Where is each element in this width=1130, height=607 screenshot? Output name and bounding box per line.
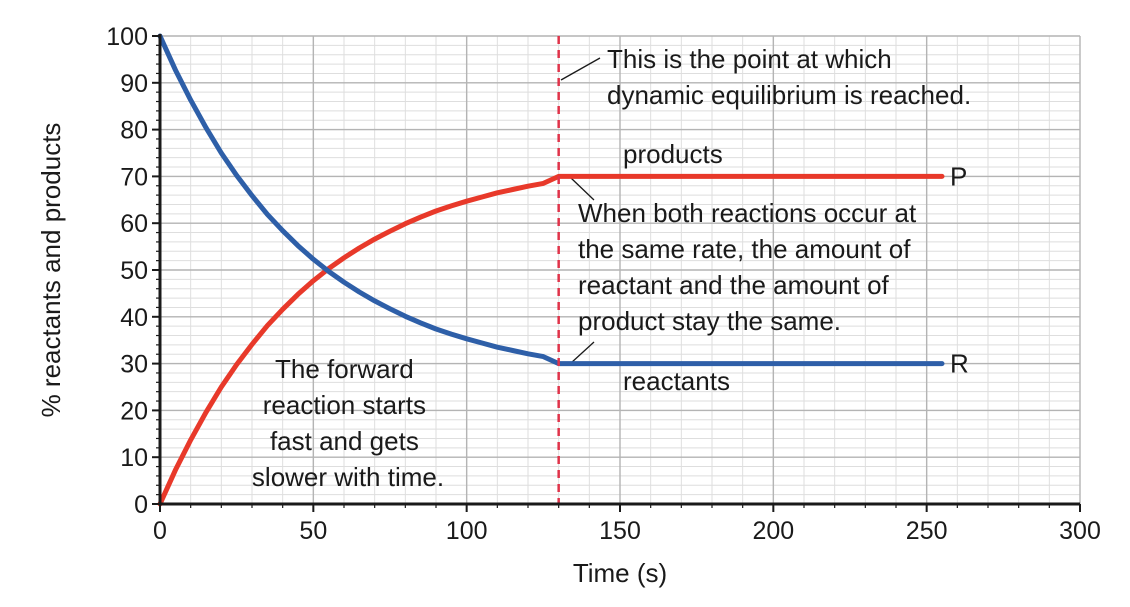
y-tick-label: 0 — [134, 491, 148, 519]
forward-reaction-note-line: slower with time. — [252, 462, 444, 492]
y-tick-label: 20 — [120, 397, 148, 425]
forward-reaction-note-line: fast and gets — [270, 426, 419, 456]
forward-reaction-note-line: The forward — [275, 354, 414, 384]
y-tick-label: 100 — [106, 23, 148, 51]
y-tick-label: 40 — [120, 304, 148, 332]
series-end-label-reactants: R — [950, 349, 969, 379]
x-tick-label: 100 — [446, 517, 488, 545]
series-end-label-products: P — [950, 161, 967, 191]
y-tick-label: 50 — [120, 257, 148, 285]
reactants-label: reactants — [623, 366, 730, 396]
equilibrium-note-line: This is the point at which — [607, 44, 892, 74]
same-rate-note: When both reactions occur at the same ra… — [578, 198, 923, 336]
series-line-products — [157, 173, 945, 507]
equilibrium-note-leader — [560, 57, 601, 81]
same-rate-note-line: product stay the same. — [578, 306, 841, 336]
x-tick-label: 0 — [153, 517, 167, 545]
tick-labels: 0 50 100 150 200 250 300 0 10 20 30 40 50 60 70 80 90 100 — [106, 23, 1101, 545]
x-tick-label: 200 — [752, 517, 794, 545]
reactants-point-leader — [570, 341, 595, 364]
y-tick-label: 30 — [120, 351, 148, 379]
y-tick-label: 70 — [120, 163, 148, 191]
x-tick-label: 50 — [299, 517, 327, 545]
same-rate-note-line: reactant and the amount of — [578, 270, 890, 300]
forward-reaction-note: The forward reaction starts fast and get… — [252, 354, 444, 492]
y-tick-label: 80 — [120, 117, 148, 145]
forward-reaction-note-line: reaction starts — [263, 390, 426, 420]
series-line-reactants — [157, 33, 945, 367]
x-tick-label: 300 — [1059, 517, 1101, 545]
same-rate-note-line: When both reactions occur at — [578, 198, 917, 228]
series-layer: PR — [157, 33, 969, 507]
x-axis-title: Time (s) — [573, 558, 667, 588]
axes-layer — [152, 34, 1081, 512]
x-tick-label: 250 — [906, 517, 948, 545]
x-tick-label: 150 — [599, 517, 641, 545]
y-tick-label: 60 — [120, 210, 148, 238]
y-tick-label: 90 — [120, 70, 148, 98]
products-label: products — [623, 139, 723, 169]
same-rate-note-line: the same rate, the amount of — [578, 234, 911, 264]
y-axis-title: % reactants and products — [36, 123, 66, 418]
y-tick-label: 10 — [120, 444, 148, 472]
products-point-leader — [570, 177, 595, 201]
equilibrium-note-line: dynamic equilibrium is reached. — [607, 80, 971, 110]
equilibrium-note: This is the point at which dynamic equil… — [607, 44, 971, 110]
